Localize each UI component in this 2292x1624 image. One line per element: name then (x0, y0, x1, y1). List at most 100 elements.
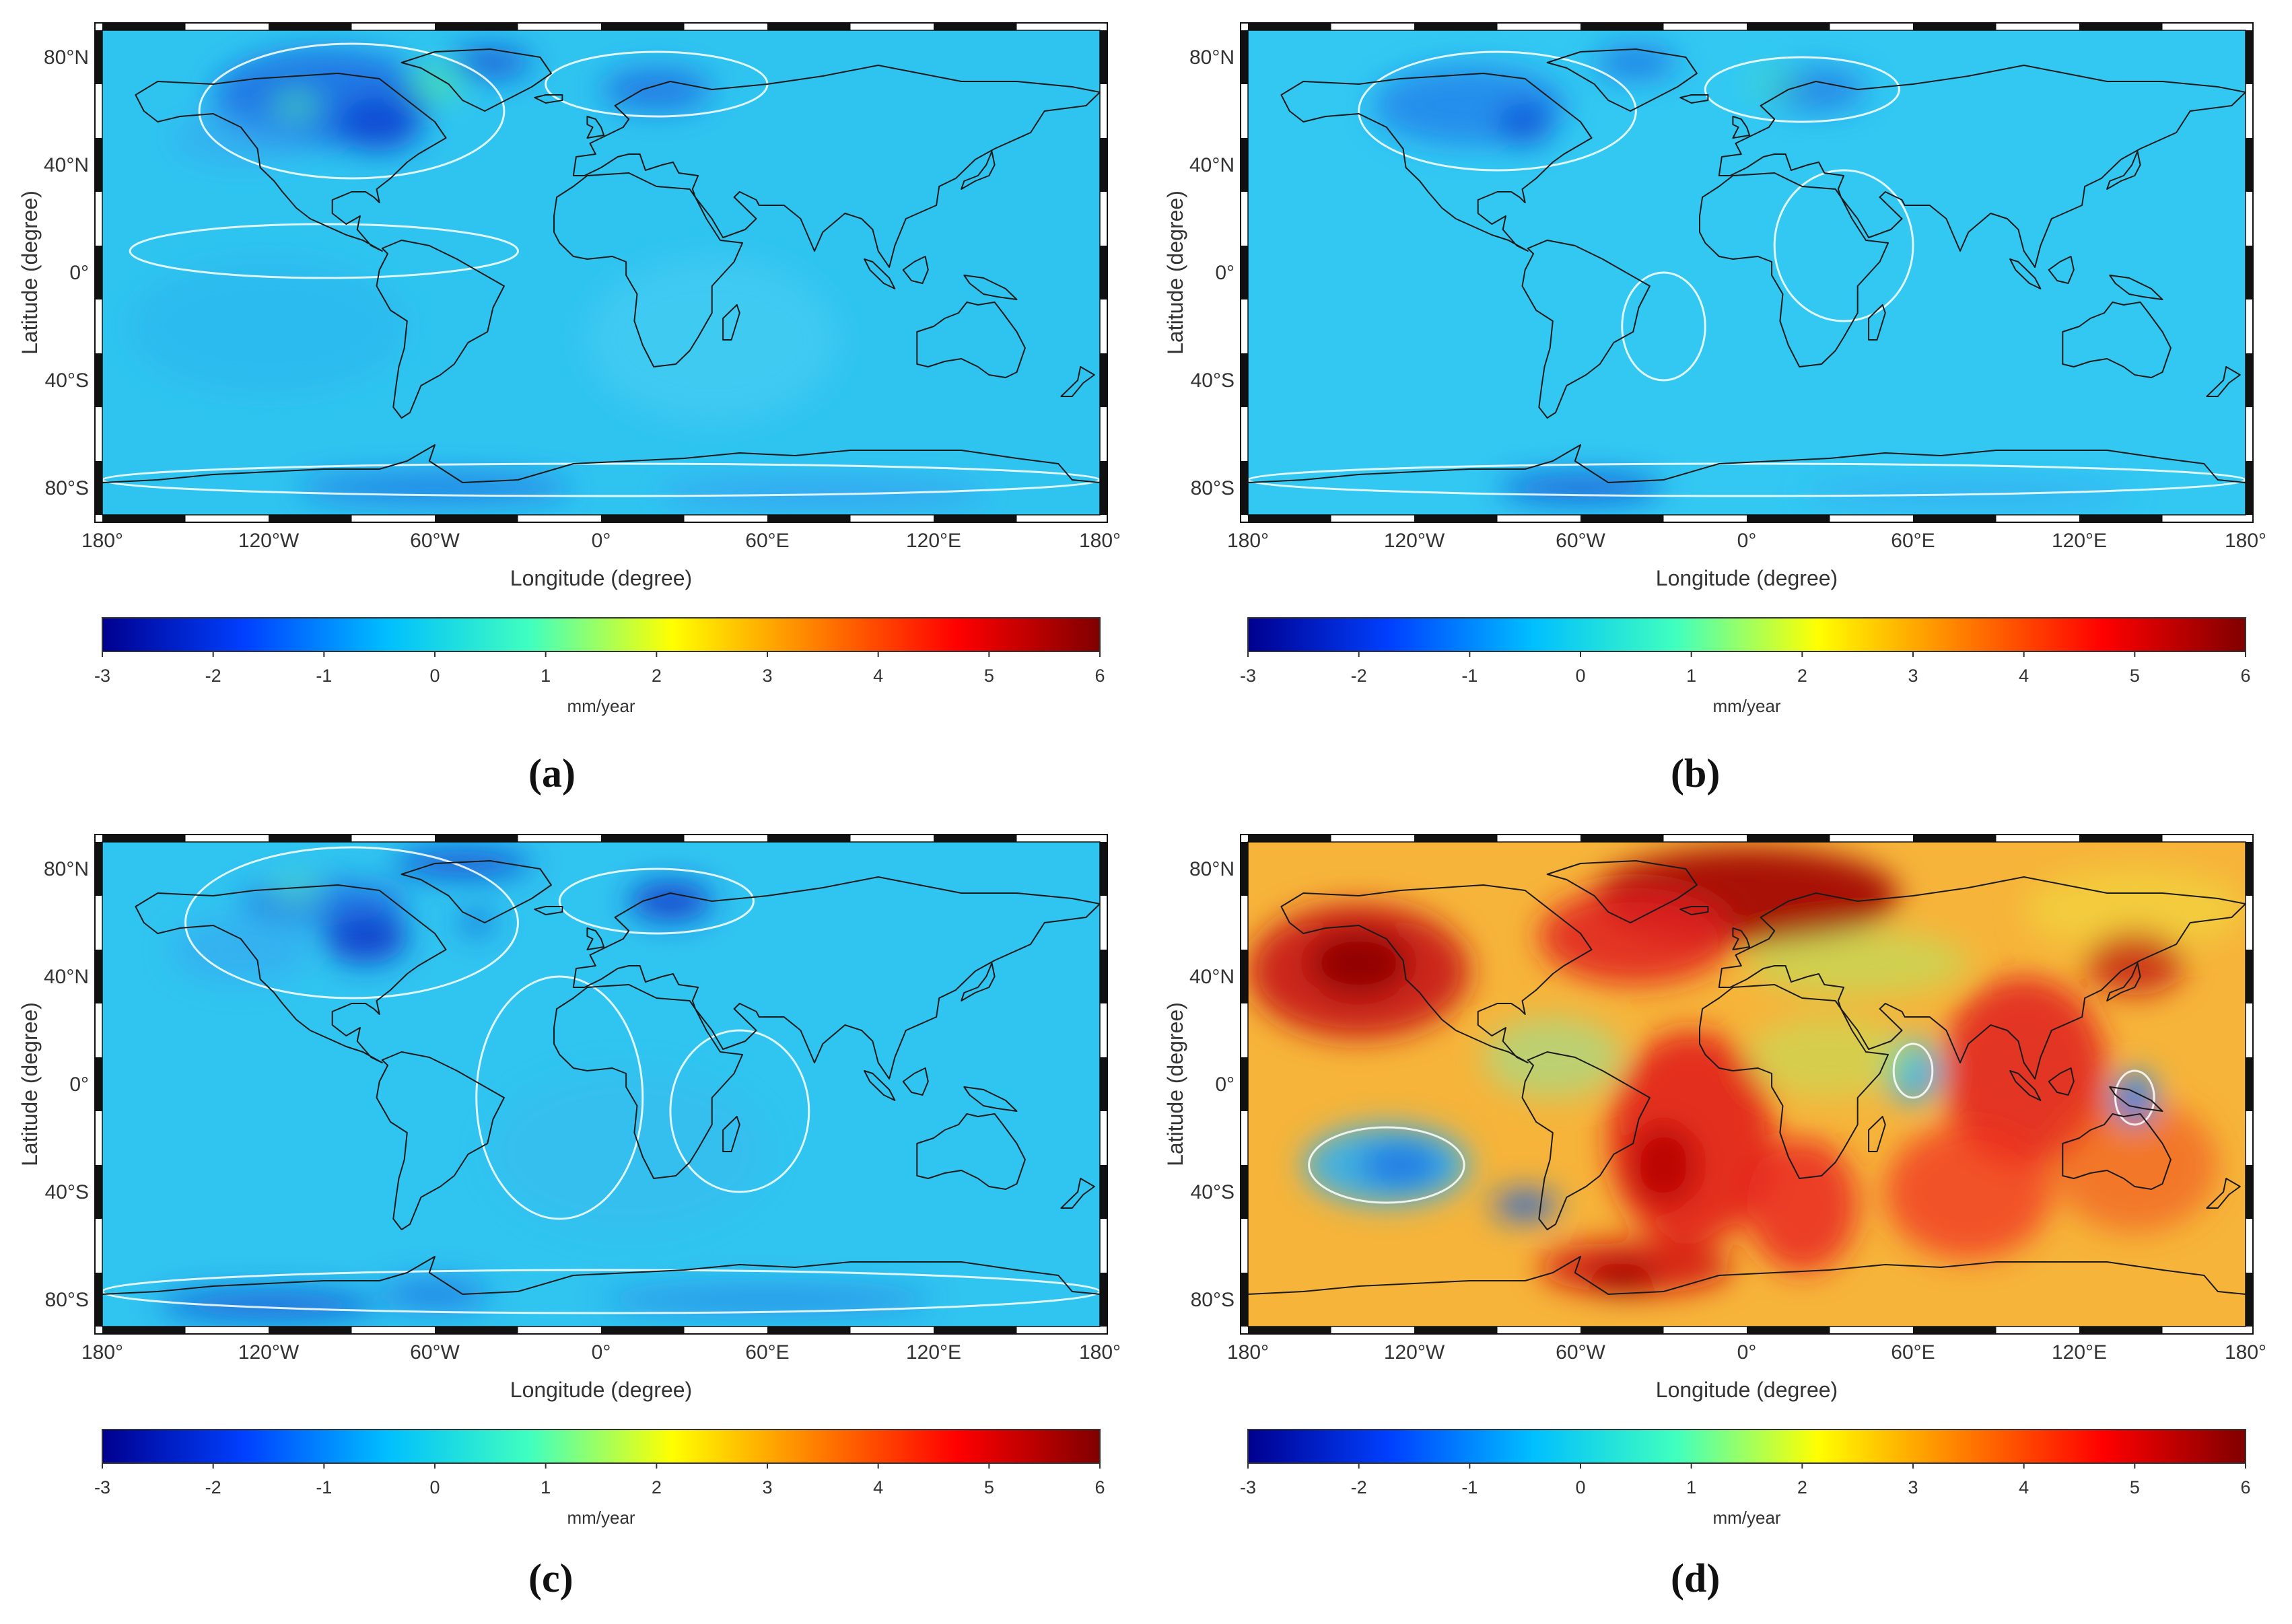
colorbar-tick-label: -2 (205, 1477, 221, 1497)
coastline-antarctica (1248, 444, 2246, 483)
lat-tick-label: 40°S (45, 369, 89, 392)
lon-tick-label: 0° (1737, 530, 1757, 552)
lon-tick-label: 180° (1079, 1341, 1121, 1364)
coastline-sumatra (864, 1070, 896, 1101)
frame-segment (1100, 461, 1107, 515)
lon-tick-label: 60°W (1556, 530, 1605, 552)
frame-segment (1581, 835, 1664, 842)
rate-anomaly (1539, 888, 1733, 985)
coastline-borneo (902, 256, 929, 284)
panel-d: 180° 120°W 60°W 0° 60°E 120°E 180° 80°N 40°N 0° 40… (1146, 812, 2291, 1623)
frame-segment (934, 23, 1017, 30)
y-axis-title: Latitude (degree) (1163, 190, 1187, 355)
frame-segment (1913, 835, 1996, 842)
rate-anomaly (296, 474, 574, 501)
panel-b: 180° 120°W 60°W 0° 60°E 120°E 180° 80°N 40°N 0° 40… (1146, 0, 2291, 812)
frame-segment (1241, 30, 1248, 84)
frame-segment (934, 835, 1017, 842)
map-plot-c: 180° 120°W 60°W 0° 60°E 120°E 180°80°N40°N0°40… (18, 834, 1121, 1528)
lon-tick-label: 120°W (1384, 1341, 1445, 1364)
panel-label-a: (a) (528, 751, 576, 796)
rate-anomaly (393, 850, 532, 877)
frame-segment (2246, 950, 2253, 1003)
coastline-iceland (534, 94, 563, 104)
x-axis-title: Longitude (degree) (1656, 566, 1838, 590)
colorbar-tick-label: 1 (1686, 1477, 1696, 1497)
lat-tick-label: 40°N (44, 966, 89, 988)
frame-segment (2246, 353, 2253, 407)
lat-tick-label: 40°S (1191, 1181, 1235, 1203)
frame-segment (1241, 353, 1248, 407)
coastline-newguinea (963, 275, 1018, 300)
rate-anomaly (1902, 1068, 1924, 1100)
lat-tick-label: 40°N (1189, 966, 1235, 988)
frame-segment (2246, 842, 2253, 896)
frame-segment (1241, 1273, 1248, 1327)
panel-label-c: (c) (528, 1556, 574, 1600)
zero-contour (129, 223, 519, 279)
rate-anomaly (324, 909, 407, 963)
frame-segment (1747, 515, 1830, 522)
rate-anomaly (1747, 1138, 1858, 1273)
coastline-britain (1732, 116, 1751, 139)
frame-segment (767, 1327, 851, 1334)
map-frame (94, 22, 1108, 523)
frame-segment (1581, 1327, 1664, 1334)
rate-anomaly (1497, 474, 1664, 501)
frame-segment (1100, 1273, 1107, 1327)
map-area-c (102, 842, 1100, 1327)
colorbar-tick-label: 3 (1908, 1477, 1918, 1497)
map-frame (1240, 22, 2254, 523)
frame-segment (2246, 1057, 2253, 1111)
frame-segment (1100, 842, 1107, 896)
zero-contour (558, 868, 755, 935)
coastline-greenland (1546, 860, 1698, 923)
map-plot-d: 180° 120°W 60°W 0° 60°E 120°E 180°80°N40°N0°40… (1163, 834, 2266, 1528)
frame-segment (95, 353, 102, 407)
map-plot-b: 180° 120°W 60°W 0° 60°E 120°E 180°80°N40°N0°40… (1163, 22, 2266, 716)
y-axis-title: Latitude (degree) (18, 1002, 42, 1166)
coastline-africa (1699, 172, 1889, 367)
coastline-nzealand (1060, 366, 1095, 397)
rate-anomaly (601, 1289, 934, 1310)
lon-tick-label: 180° (1079, 530, 1121, 552)
map-frame (1240, 834, 2254, 1335)
colorbar-tick-label: 4 (873, 666, 883, 686)
coastline-namerica (135, 884, 447, 1063)
frame-segment (2246, 30, 2253, 84)
lon-tick-label: 120°W (1384, 530, 1445, 552)
coastline-madagascar (722, 304, 740, 341)
zero-contour (102, 1269, 1100, 1314)
frame-segment (601, 23, 685, 30)
coastline-japan (961, 151, 996, 190)
map-area-b (1248, 30, 2246, 515)
frame-segment (1747, 23, 1830, 30)
frame-segment (1913, 515, 1996, 522)
coastline-madagascar (722, 1116, 740, 1152)
frame-segment (767, 515, 851, 522)
rate-anomaly (448, 46, 532, 79)
coastline-eurasia (572, 65, 1100, 268)
coastline-namerica (135, 73, 447, 252)
frame-segment (1241, 138, 1248, 192)
colorbar-tick-label: 2 (1797, 666, 1807, 686)
zero-contour (1358, 50, 1637, 172)
frame-segment (1241, 1165, 1248, 1219)
zero-contour (669, 1029, 810, 1193)
coastline-sumatra (2009, 1070, 2042, 1101)
frame-segment (1581, 515, 1664, 522)
frame-segment (95, 461, 102, 515)
colorbar-tick-label: 1 (541, 1477, 551, 1497)
frame-segment (95, 842, 102, 896)
lon-tick-label: 120°E (906, 530, 961, 552)
lon-tick-label: 60°W (410, 1341, 460, 1364)
lat-tick-label: 0° (69, 262, 89, 284)
colorbar-unit: mm/year (567, 696, 635, 716)
frame-segment (1100, 138, 1107, 192)
lon-tick-label: 180° (2225, 1341, 2266, 1364)
lon-tick-label: 120°E (906, 1341, 961, 1364)
rate-anomaly (158, 1292, 380, 1318)
colorbar-tick-label: 5 (2130, 1477, 2140, 1497)
lat-tick-label: 0° (1215, 1073, 1235, 1096)
lon-tick-label: 180° (81, 530, 123, 552)
